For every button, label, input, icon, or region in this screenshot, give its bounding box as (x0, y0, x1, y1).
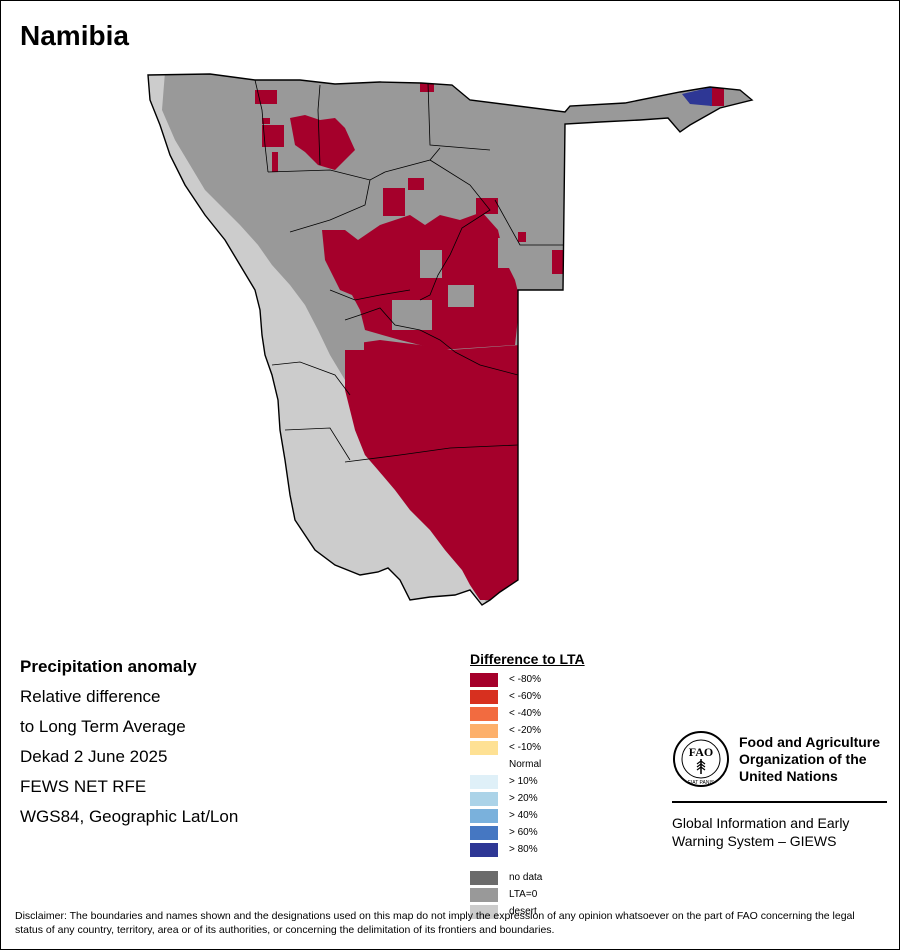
info-line-source: FEWS NET RFE (20, 777, 147, 796)
legend-label: desert (509, 906, 537, 917)
legend-row: LTA=0 (470, 887, 585, 904)
lta-zero-patches (340, 238, 516, 350)
country-outline (147, 73, 754, 606)
info-line-dekad: Dekad 2 June 2025 (20, 747, 168, 766)
deficit-patch (552, 250, 566, 274)
legend-row: < -80% (470, 672, 585, 689)
legend-swatch (470, 758, 498, 772)
map-info: Precipitation anomaly Relative differenc… (20, 655, 238, 835)
legend: Difference to LTA < -80% < -60% < -40% < -2… (470, 651, 585, 921)
regional-border (317, 84, 321, 166)
legend-extra: no data LTA=0 desert (470, 870, 585, 921)
deficit-patch (272, 152, 278, 172)
deficit-areas (255, 82, 724, 600)
legend-swatch (470, 905, 498, 919)
legend-row: < -20% (470, 723, 585, 740)
info-line-relative: Relative difference (20, 687, 161, 706)
legend-label: > 10% (509, 776, 538, 787)
regional-border (454, 351, 519, 376)
regional-border (344, 307, 456, 353)
legend-row: no data (470, 870, 585, 887)
legend-row: > 20% (470, 791, 585, 808)
lta-zero-patch (392, 300, 432, 330)
legend-swatch (470, 809, 498, 823)
regional-border (267, 169, 386, 181)
legend-row: > 40% (470, 808, 585, 825)
legend-row: > 60% (470, 825, 585, 842)
legend-label: > 60% (509, 827, 538, 838)
deficit-patch (262, 125, 284, 147)
surplus-areas (682, 87, 712, 106)
lta-zero-patch (498, 238, 516, 268)
legend-title: Difference to LTA (470, 651, 585, 667)
legend-swatch (470, 826, 498, 840)
legend-label: no data (509, 872, 543, 883)
namibia-map (147, 73, 754, 606)
fao-logo-letters: FAO (689, 745, 713, 759)
legend-label: < -20% (509, 725, 541, 736)
legend-label: < -40% (509, 708, 541, 719)
legend-row: < -60% (470, 689, 585, 706)
legend-classes: < -80% < -60% < -40% < -20% < -10% Normal > 10… (470, 672, 585, 859)
fao-logo: FAO FIAT PANIS (673, 731, 729, 787)
legend-swatch (470, 843, 498, 857)
legend-label: Normal (509, 759, 542, 770)
legend-swatch (470, 741, 498, 755)
deficit-north-west (290, 115, 355, 170)
lta-zero-patch (340, 328, 364, 350)
info-line-projection: WGS84, Geographic Lat/Lon (20, 807, 239, 826)
legend-swatch (470, 871, 498, 885)
deficit-central-block (322, 212, 520, 350)
deficit-patch (262, 118, 270, 124)
legend-label: > 80% (509, 844, 538, 855)
deficit-patch (710, 88, 724, 106)
regional-border (271, 361, 351, 396)
lta-zero-patch (448, 285, 474, 307)
legend-swatch (470, 673, 498, 687)
legend-label: > 20% (509, 793, 538, 804)
deficit-patch (518, 232, 526, 242)
legend-row: > 80% (470, 842, 585, 859)
fao-divider (672, 801, 887, 803)
legend-label: < -60% (509, 691, 541, 702)
legend-swatch (470, 888, 498, 902)
regional-border (284, 427, 351, 461)
regional-border (419, 159, 491, 301)
surplus-caprivi-east (682, 87, 712, 106)
fao-name: Food and Agriculture Organization of the… (739, 734, 881, 784)
legend-swatch (470, 792, 498, 806)
deficit-patch (408, 178, 424, 190)
legend-row: desert (470, 904, 585, 921)
legend-swatch (470, 775, 498, 789)
info-line-anomaly: Precipitation anomaly (20, 657, 197, 676)
disclaimer: Disclaimer: The boundaries and names sho… (15, 910, 855, 936)
deficit-south-block (345, 340, 520, 600)
legend-swatch (470, 690, 498, 704)
legend-swatch (470, 724, 498, 738)
legend-row: > 10% (470, 774, 585, 791)
legend-label: LTA=0 (509, 889, 538, 900)
legend-swatch (470, 707, 498, 721)
regional-border (427, 82, 491, 151)
legend-row: < -40% (470, 706, 585, 723)
regional-border (289, 179, 371, 233)
legend-label: > 40% (509, 810, 538, 821)
legend-row: < -10% (470, 740, 585, 757)
regional-border (494, 199, 563, 246)
regional-border (254, 79, 269, 173)
deficit-patch (420, 82, 434, 92)
info-line-lta: to Long Term Average (20, 717, 186, 736)
legend-row: Normal (470, 757, 585, 774)
deficit-patch (383, 188, 405, 216)
deficit-patch (255, 90, 277, 104)
lta-zero-patch (420, 250, 442, 278)
regional-border (344, 444, 519, 463)
regional-border (329, 289, 411, 301)
legend-label: < -80% (509, 674, 541, 685)
giews-name: Global Information and Early Warning Sys… (672, 815, 850, 849)
regional-borders (254, 79, 563, 463)
map-title: Namibia (20, 20, 129, 51)
fao-logo-motto: FIAT PANIS (688, 780, 715, 786)
legend-label: < -10% (509, 742, 541, 753)
